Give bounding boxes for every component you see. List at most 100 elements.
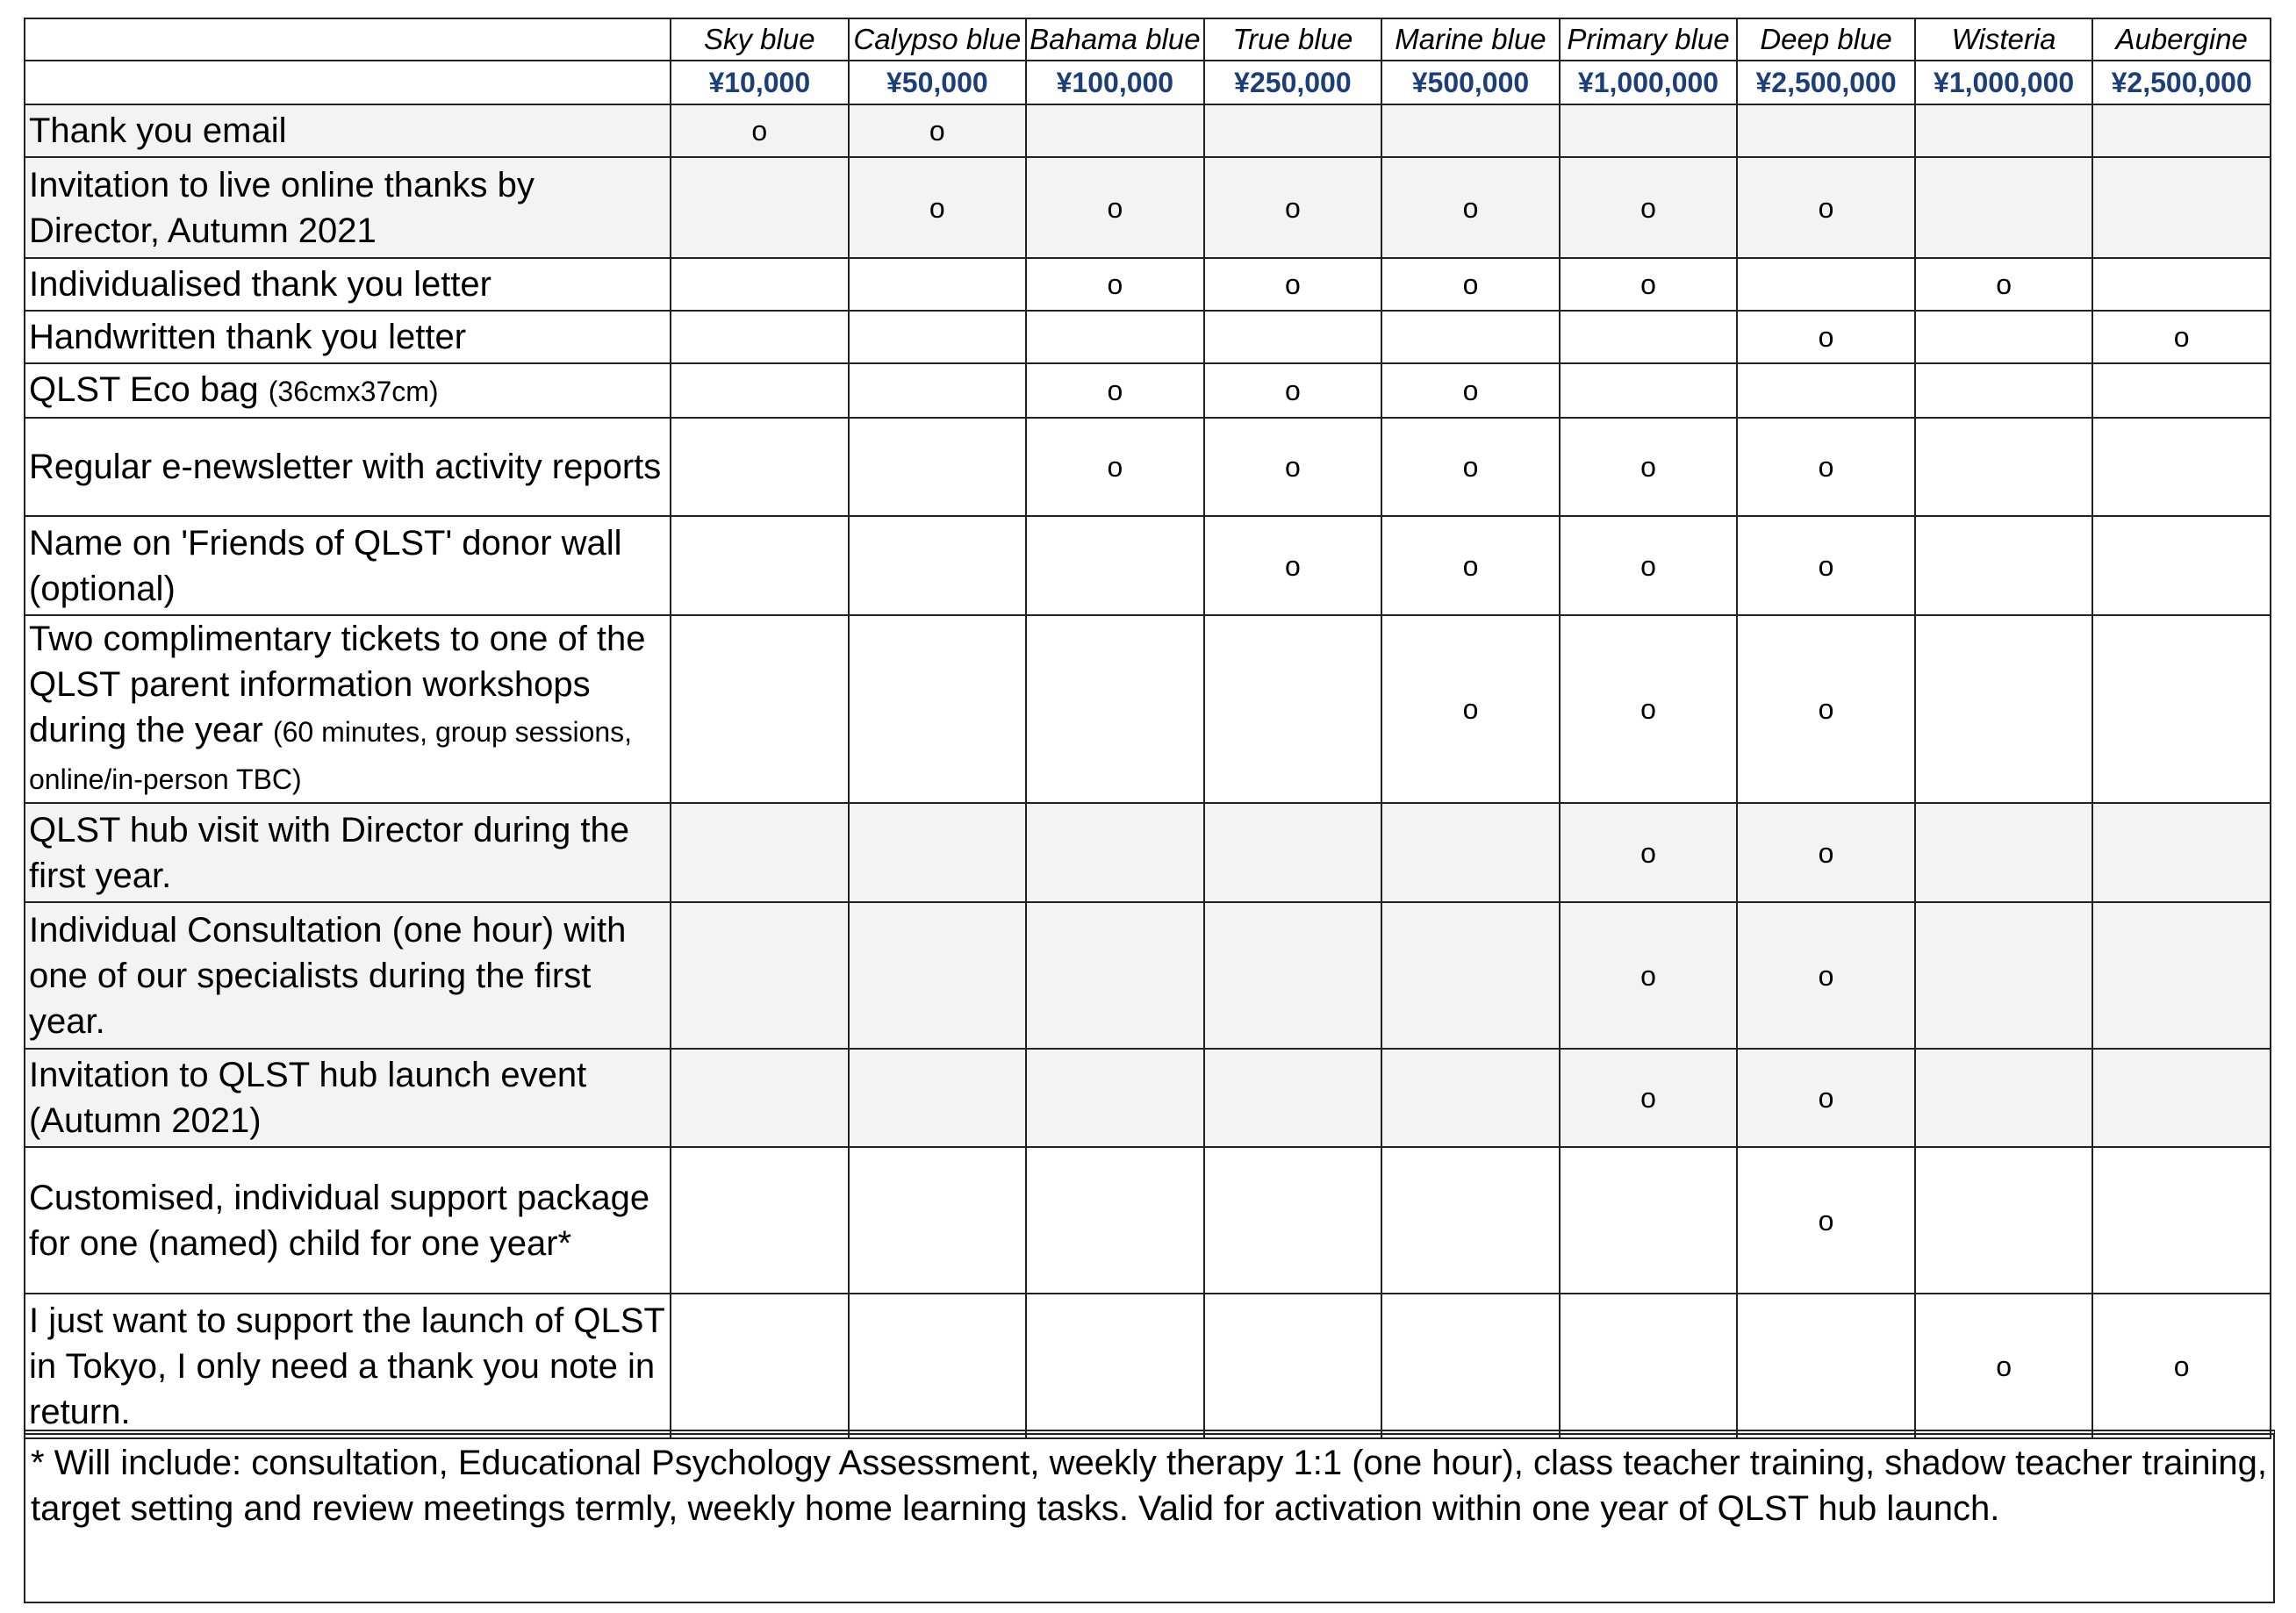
tier-cell: o <box>1736 156 1916 259</box>
included-mark: o <box>1640 269 1656 300</box>
tier-cell: o <box>1913 1293 2094 1439</box>
tier-cell: o <box>1381 515 1561 616</box>
included-mark: o <box>1818 1082 1834 1114</box>
tier-cell: o <box>1558 417 1739 517</box>
tier-cell <box>1025 1048 1205 1148</box>
tier-cell: o <box>1558 515 1739 616</box>
tier-cell <box>847 1048 1028 1148</box>
tier-cell: o <box>1736 802 1916 903</box>
tier-cell <box>2092 614 2271 804</box>
benefit-cell: Individual Consultation (one hour) with … <box>24 901 671 1050</box>
included-mark: o <box>1640 451 1656 483</box>
tier-cell <box>1558 310 1739 364</box>
benefit-row: Name on 'Friends of QLST' donor wall (op… <box>24 515 2271 616</box>
benefit-cell: Invitation to live online thanks by Dire… <box>24 156 671 259</box>
included-mark: o <box>1285 269 1301 300</box>
tier-cell <box>1202 1293 1383 1439</box>
tier-cell <box>670 362 850 419</box>
tier-cell <box>2092 257 2271 312</box>
tier-cell <box>1913 1048 2094 1148</box>
included-mark: o <box>1818 191 1834 224</box>
benefit-row: Invitation to QLST hub launch event (Aut… <box>24 1048 2271 1148</box>
tier-cell: o <box>1381 417 1561 517</box>
benefit-cell: Regular e-newsletter with activity repor… <box>24 417 671 517</box>
tier-cell <box>1025 515 1205 616</box>
tier-cell <box>1381 310 1561 364</box>
benefit-label: Handwritten thank you letter <box>29 318 467 356</box>
included-mark: o <box>1640 959 1656 992</box>
tier-cell <box>2092 515 2271 616</box>
tier-cell <box>847 257 1028 312</box>
tier-cell <box>1558 1146 1739 1294</box>
tier-name: Calypso blue <box>847 18 1028 61</box>
tier-cell <box>847 515 1028 616</box>
tier-cell: o <box>1736 901 1916 1050</box>
tier-cell <box>1202 1048 1383 1148</box>
included-mark: o <box>1640 191 1656 224</box>
tier-name: Bahama blue <box>1025 18 1205 61</box>
tier-cell <box>1913 901 2094 1050</box>
included-mark: o <box>929 115 945 147</box>
tier-cell <box>1913 310 2094 364</box>
tier-cell: o <box>1381 156 1561 259</box>
included-mark: o <box>1640 836 1656 869</box>
tier-cell <box>1736 104 1916 158</box>
tier-cell <box>1381 1293 1561 1439</box>
included-mark: o <box>1818 321 1834 353</box>
included-mark: o <box>1107 375 1123 406</box>
tier-cell <box>1202 614 1383 804</box>
benefit-row: Two complimentary tickets to one of the … <box>24 614 2271 804</box>
included-mark: o <box>1285 375 1301 406</box>
tier-cell <box>1913 104 2094 158</box>
benefit-cell: Customised, individual support package f… <box>24 1146 671 1294</box>
tier-cell: o <box>1381 362 1561 419</box>
included-mark: o <box>1996 269 2012 300</box>
tier-cell <box>670 156 850 259</box>
included-mark: o <box>1818 959 1834 992</box>
included-mark: o <box>1818 1204 1834 1237</box>
tier-cell: o <box>1202 515 1383 616</box>
tier-cell <box>1202 901 1383 1050</box>
tier-cell <box>2092 104 2271 158</box>
tier-cell <box>1558 362 1739 419</box>
tier-cell <box>670 1146 850 1294</box>
benefit-label: I just want to support the launch of QLS… <box>29 1301 665 1431</box>
tier-name: Marine blue <box>1381 18 1561 61</box>
tier-cell <box>1558 1293 1739 1439</box>
tier-cell: o <box>1381 257 1561 312</box>
benefit-label: Regular e-newsletter with activity repor… <box>29 448 662 486</box>
benefit-row: Customised, individual support package f… <box>24 1146 2271 1294</box>
tier-cell: o <box>1202 257 1383 312</box>
included-mark: o <box>1285 191 1301 224</box>
header-row: Sky blue Calypso blue Bahama blue True blue… <box>24 18 2271 61</box>
benefit-label: QLST Eco bag <box>29 370 259 409</box>
tier-cell <box>1913 802 2094 903</box>
tier-cell <box>1381 1048 1561 1148</box>
tier-price: ¥250,000 <box>1202 60 1383 105</box>
benefit-label: Invitation to QLST hub launch event (Aut… <box>29 1056 587 1140</box>
tier-cell: o <box>1202 417 1383 517</box>
tier-cell <box>1913 614 2094 804</box>
tier-cell <box>1736 257 1916 312</box>
tier-cell: o <box>1558 614 1739 804</box>
tier-cell <box>2092 362 2271 419</box>
included-mark: o <box>929 191 945 224</box>
tier-cell <box>1736 1293 1916 1439</box>
tier-price: ¥2,500,000 <box>1736 60 1916 105</box>
tier-cell: o <box>1736 310 1916 364</box>
tier-cell <box>1025 1293 1205 1439</box>
tier-price: ¥10,000 <box>670 60 850 105</box>
tier-cell <box>1381 802 1561 903</box>
tier-cell: o <box>1913 257 2094 312</box>
tier-cell: o <box>1558 802 1739 903</box>
tier-cell <box>1913 1146 2094 1294</box>
tier-cell <box>2092 1048 2271 1148</box>
benefit-row: Individual Consultation (one hour) with … <box>24 901 2271 1050</box>
benefit-label: Individualised thank you letter <box>29 265 491 304</box>
tier-cell: o <box>1025 156 1205 259</box>
benefit-note: (36cmx37cm) <box>268 376 439 407</box>
benefit-label: Thank you email <box>29 111 287 150</box>
benefit-note: (60 minutes, group sessions, online/in-p… <box>29 716 633 795</box>
benefit-label: Customised, individual support package f… <box>29 1178 650 1263</box>
benefit-label: Invitation to live online thanks by Dire… <box>29 165 535 250</box>
